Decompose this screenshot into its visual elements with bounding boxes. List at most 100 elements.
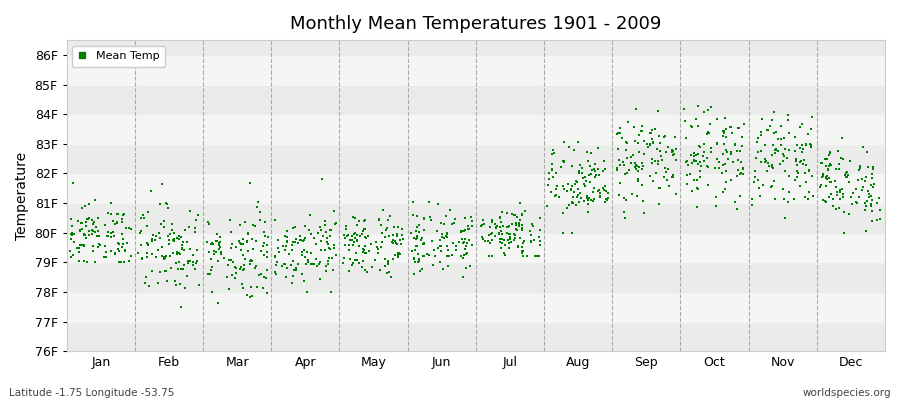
- Point: [828, 178, 842, 184]
- Point: [86, 216, 100, 223]
- Point: [104, 248, 118, 254]
- Point: [100, 232, 114, 239]
- Point: [801, 167, 815, 174]
- Point: [495, 240, 509, 246]
- Point: [383, 213, 398, 219]
- Point: [78, 203, 93, 209]
- Point: [566, 200, 580, 206]
- Point: [549, 186, 563, 192]
- Point: [716, 151, 730, 158]
- Point: [632, 164, 646, 171]
- Point: [822, 174, 836, 181]
- Point: [780, 154, 795, 161]
- Point: [88, 224, 103, 230]
- Point: [798, 194, 813, 200]
- Point: [211, 300, 225, 306]
- Point: [244, 257, 258, 264]
- Point: [776, 151, 790, 157]
- Point: [582, 178, 597, 185]
- Point: [92, 241, 106, 247]
- Point: [664, 147, 679, 154]
- Point: [573, 195, 588, 201]
- Point: [837, 209, 851, 215]
- Point: [158, 224, 172, 230]
- Point: [454, 253, 468, 260]
- Point: [840, 174, 854, 180]
- Point: [806, 114, 820, 120]
- Point: [532, 253, 546, 260]
- Point: [586, 189, 600, 195]
- Point: [391, 250, 405, 256]
- Point: [379, 227, 393, 234]
- Point: [187, 266, 202, 272]
- Point: [802, 189, 816, 195]
- Point: [249, 263, 264, 269]
- Point: [63, 248, 77, 255]
- Point: [733, 192, 747, 199]
- Point: [257, 240, 272, 246]
- Point: [144, 236, 158, 242]
- Point: [355, 231, 369, 237]
- Point: [214, 248, 229, 255]
- Point: [736, 165, 751, 171]
- Point: [140, 250, 154, 256]
- Point: [343, 256, 357, 262]
- Point: [509, 220, 524, 226]
- Point: [176, 245, 190, 252]
- Point: [449, 242, 464, 249]
- Point: [580, 195, 594, 201]
- Point: [248, 265, 262, 271]
- Point: [556, 159, 571, 166]
- Point: [256, 285, 270, 291]
- Point: [345, 262, 359, 268]
- Point: [201, 270, 215, 277]
- Point: [155, 244, 169, 250]
- Point: [287, 224, 302, 230]
- Point: [788, 155, 803, 162]
- Point: [497, 237, 511, 243]
- Point: [279, 238, 293, 244]
- Bar: [67, 262, 885, 292]
- Point: [582, 195, 597, 201]
- Point: [495, 209, 509, 216]
- Point: [348, 235, 363, 242]
- Point: [588, 160, 602, 167]
- Point: [832, 166, 847, 172]
- Point: [565, 199, 580, 206]
- Point: [460, 240, 474, 246]
- Point: [488, 221, 502, 227]
- Point: [225, 241, 239, 248]
- Point: [513, 200, 527, 206]
- Point: [307, 261, 321, 267]
- Point: [362, 248, 376, 254]
- Point: [222, 286, 237, 292]
- Point: [405, 199, 419, 206]
- Point: [456, 238, 471, 245]
- Point: [300, 289, 314, 295]
- Point: [731, 157, 745, 163]
- Point: [381, 259, 395, 266]
- Point: [571, 186, 585, 192]
- Point: [355, 263, 369, 270]
- Point: [409, 236, 423, 242]
- Point: [832, 188, 847, 195]
- Point: [709, 116, 724, 123]
- Point: [814, 160, 829, 166]
- Point: [515, 224, 529, 231]
- Point: [795, 141, 809, 148]
- Point: [380, 270, 394, 276]
- Point: [82, 228, 96, 234]
- Point: [254, 247, 268, 254]
- Point: [203, 241, 218, 247]
- Point: [513, 217, 527, 223]
- Point: [358, 226, 373, 232]
- Point: [213, 244, 228, 250]
- Point: [860, 228, 874, 234]
- Point: [613, 130, 627, 136]
- Point: [842, 210, 856, 217]
- Point: [275, 262, 290, 269]
- Point: [89, 233, 104, 239]
- Point: [564, 200, 579, 206]
- Point: [272, 248, 286, 255]
- Point: [662, 183, 677, 190]
